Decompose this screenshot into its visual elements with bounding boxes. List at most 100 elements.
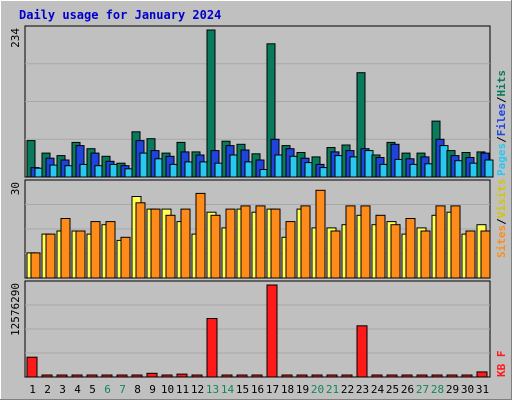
bar-sites-day-3 bbox=[60, 218, 71, 279]
bar-sites-day-10 bbox=[165, 214, 176, 279]
x-tick-label: 6 bbox=[104, 383, 111, 396]
bar-sites-day-7 bbox=[120, 236, 131, 279]
bar-sites-day-16 bbox=[255, 205, 266, 279]
legend-panel-2: Sites/Visits bbox=[495, 179, 508, 259]
legend-kb-f: KB F bbox=[495, 351, 508, 378]
x-tick-label: 2 bbox=[44, 383, 51, 396]
x-tick-label: 9 bbox=[149, 383, 156, 396]
bar-sites-day-30 bbox=[465, 230, 476, 279]
panel-1: 234 bbox=[9, 25, 494, 178]
x-tick-label: 22 bbox=[341, 383, 354, 396]
legend-separator: / bbox=[495, 218, 508, 225]
y-max-label: 30 bbox=[9, 182, 22, 195]
bar-sites-day-15 bbox=[240, 205, 251, 279]
x-tick-label: 30 bbox=[461, 383, 474, 396]
bar-kb-f-day-23 bbox=[356, 325, 368, 378]
x-tick-label: 29 bbox=[446, 383, 459, 396]
bar-kb-f-day-28 bbox=[431, 374, 443, 378]
x-tick-label: 4 bbox=[74, 383, 81, 396]
x-tick-label: 28 bbox=[431, 383, 444, 396]
x-tick-label: 21 bbox=[326, 383, 339, 396]
panel-3: 12576290 bbox=[9, 280, 491, 378]
x-tick-label: 26 bbox=[401, 383, 414, 396]
bar-sites-day-18 bbox=[285, 221, 296, 279]
x-tick-label: 8 bbox=[134, 383, 141, 396]
x-tick-label: 3 bbox=[59, 383, 66, 396]
bar-sites-day-13 bbox=[210, 214, 221, 279]
y-max-label: 12576290 bbox=[9, 283, 22, 336]
bar-kb-f-day-11 bbox=[176, 373, 188, 378]
legend-sites: Sites bbox=[495, 225, 508, 258]
x-tick-label: 31 bbox=[476, 383, 489, 396]
legend-visits: Visits bbox=[495, 179, 508, 219]
bar-sites-day-28 bbox=[435, 205, 446, 279]
bar-sites-day-25 bbox=[390, 224, 401, 279]
bar-kb-f-day-22 bbox=[341, 374, 353, 378]
bar-kb-f-day-25 bbox=[386, 374, 398, 378]
bar-sites-day-8 bbox=[135, 202, 146, 279]
bar-sites-day-2 bbox=[45, 233, 56, 279]
x-tick-label: 16 bbox=[251, 383, 264, 396]
x-tick-label: 14 bbox=[221, 383, 235, 396]
bar-kb-f-day-5 bbox=[86, 374, 98, 378]
bar-kb-f-day-7 bbox=[116, 374, 128, 378]
x-tick-label: 17 bbox=[266, 383, 279, 396]
x-tick-label: 20 bbox=[311, 383, 324, 396]
bar-sites-day-9 bbox=[150, 208, 161, 279]
bar-kb-f-day-15 bbox=[236, 374, 248, 378]
x-tick-label: 27 bbox=[416, 383, 429, 396]
bar-sites-day-24 bbox=[375, 214, 386, 279]
y-max-label: 234 bbox=[9, 28, 22, 48]
legend-separator: / bbox=[495, 96, 508, 103]
bar-sites-day-4 bbox=[75, 230, 86, 279]
bar-sites-day-26 bbox=[405, 218, 416, 279]
x-tick-label: 7 bbox=[119, 383, 126, 396]
bar-sites-day-19 bbox=[300, 205, 311, 279]
x-tick-label: 12 bbox=[191, 383, 204, 396]
bar-sites-day-29 bbox=[450, 205, 461, 279]
x-tick-label: 23 bbox=[356, 383, 369, 396]
bar-sites-day-1 bbox=[30, 252, 41, 279]
bar-sites-day-31 bbox=[480, 230, 491, 279]
bar-kb-f-day-3 bbox=[56, 374, 68, 378]
bar-kb-f-day-12 bbox=[191, 374, 203, 378]
legend-files: Files bbox=[495, 103, 508, 136]
bar-kb-f-day-29 bbox=[446, 374, 458, 378]
bar-kb-f-day-9 bbox=[146, 372, 158, 378]
x-tick-label: 5 bbox=[89, 383, 96, 396]
bar-kb-f-day-4 bbox=[71, 374, 83, 378]
legend-panel-3: KB F bbox=[495, 351, 508, 378]
bar-kb-f-day-24 bbox=[371, 374, 383, 378]
bar-sites-day-6 bbox=[105, 221, 116, 279]
x-tick-label: 1 bbox=[29, 383, 36, 396]
bar-sites-day-23 bbox=[360, 205, 371, 279]
x-tick-label: 24 bbox=[371, 383, 385, 396]
bar-sites-day-20 bbox=[315, 189, 326, 279]
bar-kb-f-day-1 bbox=[26, 356, 38, 378]
x-tick-label: 15 bbox=[236, 383, 249, 396]
bar-sites-day-14 bbox=[225, 208, 236, 279]
x-tick-label: 25 bbox=[386, 383, 399, 396]
legend-pages: Pages bbox=[495, 143, 508, 176]
panel-2: 30 bbox=[9, 179, 491, 279]
bar-kb-f-day-10 bbox=[161, 374, 173, 378]
bar-kb-f-day-14 bbox=[221, 374, 233, 378]
bar-kb-f-day-31 bbox=[476, 371, 488, 378]
legend-panel-1: Pages/Files/Hits bbox=[495, 70, 508, 176]
bar-pages-day-31 bbox=[484, 159, 494, 178]
x-tick-label: 11 bbox=[176, 383, 189, 396]
legend-hits: Hits bbox=[495, 70, 508, 97]
bar-sites-day-22 bbox=[345, 205, 356, 279]
x-tick-label: 19 bbox=[296, 383, 309, 396]
bar-kb-f-day-6 bbox=[101, 374, 113, 378]
bar-kb-f-day-30 bbox=[461, 374, 473, 378]
bar-kb-f-day-2 bbox=[41, 374, 53, 378]
bar-kb-f-day-20 bbox=[311, 374, 323, 378]
x-tick-label: 13 bbox=[206, 383, 219, 396]
bar-sites-day-5 bbox=[90, 221, 101, 279]
bar-sites-day-11 bbox=[180, 208, 191, 279]
bar-sites-day-12 bbox=[195, 192, 206, 279]
legend-separator: / bbox=[495, 136, 508, 143]
bar-sites-day-27 bbox=[420, 230, 431, 279]
